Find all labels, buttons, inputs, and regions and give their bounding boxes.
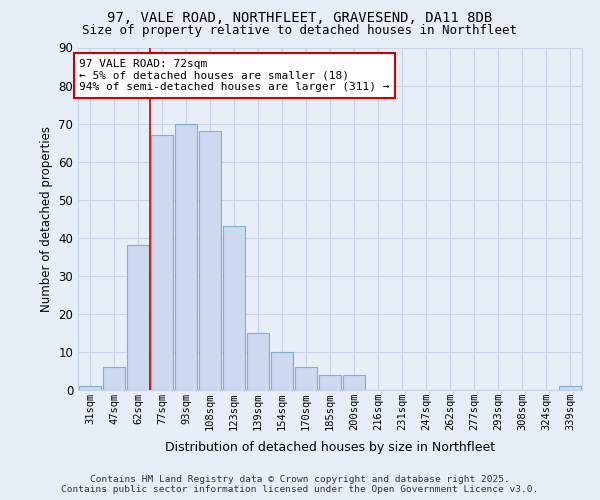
Bar [247, 333, 269, 390]
Text: Size of property relative to detached houses in Northfleet: Size of property relative to detached ho… [83, 24, 517, 37]
Bar [175, 124, 197, 390]
Bar [223, 226, 245, 390]
Text: 97, VALE ROAD, NORTHFLEET, GRAVESEND, DA11 8DB: 97, VALE ROAD, NORTHFLEET, GRAVESEND, DA… [107, 11, 493, 25]
Y-axis label: Number of detached properties: Number of detached properties [40, 126, 53, 312]
X-axis label: Distribution of detached houses by size in Northfleet: Distribution of detached houses by size … [165, 442, 495, 454]
Bar [271, 352, 293, 390]
Bar [151, 135, 173, 390]
Bar [79, 386, 101, 390]
Bar [103, 367, 125, 390]
Bar [343, 375, 365, 390]
Bar [127, 246, 149, 390]
Bar [199, 131, 221, 390]
Text: Contains HM Land Registry data © Crown copyright and database right 2025.
Contai: Contains HM Land Registry data © Crown c… [61, 474, 539, 494]
Bar [319, 375, 341, 390]
Text: 97 VALE ROAD: 72sqm
← 5% of detached houses are smaller (18)
94% of semi-detache: 97 VALE ROAD: 72sqm ← 5% of detached hou… [79, 59, 390, 92]
Bar [295, 367, 317, 390]
Bar [559, 386, 581, 390]
